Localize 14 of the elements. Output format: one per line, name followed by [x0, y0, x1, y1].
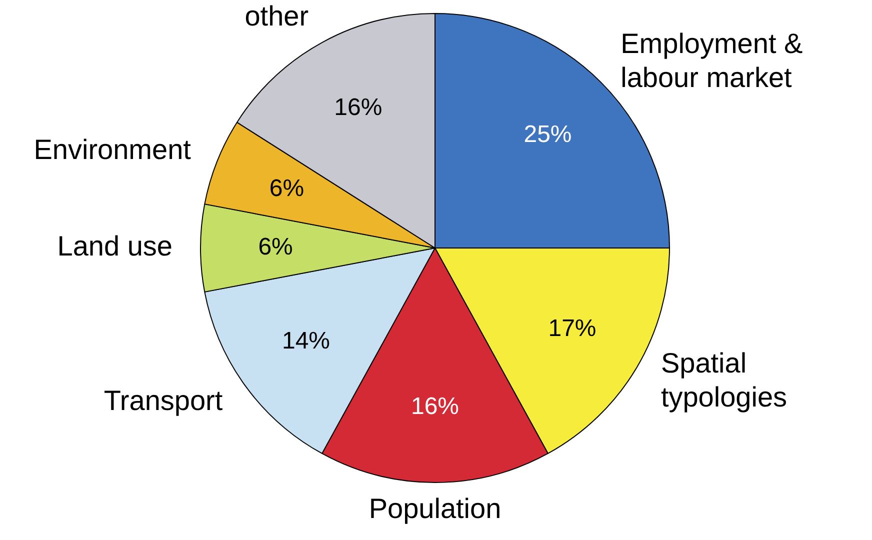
data-label: 6% [258, 234, 293, 261]
slice-label: Transport [104, 385, 223, 416]
slice-label: Population [368, 493, 502, 524]
slice-label: Land use [57, 230, 172, 262]
data-label: 6% [269, 174, 304, 202]
slice-label: Environment [34, 134, 192, 166]
data-label: 16% [334, 94, 382, 121]
slice-label: other [244, 0, 309, 32]
data-label: 25% [524, 120, 572, 148]
slice-label: Spatial typologies [660, 347, 788, 412]
data-label: 14% [282, 327, 330, 354]
data-label: 16% [410, 393, 460, 420]
data-label: 17% [548, 314, 596, 342]
slice-label: Employment & labour market [620, 28, 804, 94]
